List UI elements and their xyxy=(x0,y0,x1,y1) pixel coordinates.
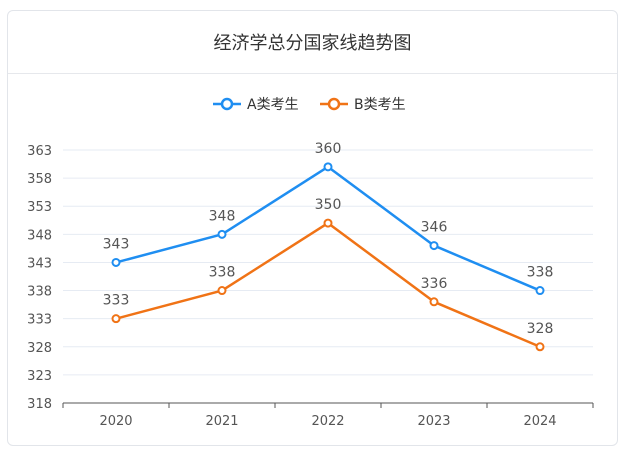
data-point[interactable] xyxy=(323,218,333,228)
data-label: 338 xyxy=(527,265,554,281)
data-point[interactable] xyxy=(111,314,121,324)
legend-marker xyxy=(220,97,234,111)
data-point[interactable] xyxy=(323,162,333,172)
data-point[interactable] xyxy=(217,229,227,239)
y-tick-label: 338 xyxy=(27,285,52,300)
y-tick-label: 353 xyxy=(27,200,52,215)
legend-marker xyxy=(327,97,341,111)
y-tick-label: 343 xyxy=(27,256,52,271)
data-label: 336 xyxy=(421,276,448,292)
y-tick-label: 358 xyxy=(27,172,52,187)
legend-label[interactable]: B类考生 xyxy=(354,97,406,113)
x-tick-label: 2024 xyxy=(523,414,556,429)
data-label: 360 xyxy=(315,141,342,157)
data-label: 348 xyxy=(209,208,236,224)
y-tick-label: 318 xyxy=(27,397,52,412)
data-point[interactable] xyxy=(217,286,227,296)
data-label: 350 xyxy=(315,197,342,213)
data-label: 343 xyxy=(103,236,130,252)
grid-lines xyxy=(63,149,593,376)
series-line xyxy=(115,221,541,348)
y-tick-label: 348 xyxy=(27,228,52,243)
x-axis: 2020 2021 2022 2023 2024 xyxy=(62,402,594,429)
data-point[interactable] xyxy=(429,241,439,251)
series-lines: 343 348 360 346 338 333 338 350 336 328 xyxy=(103,141,554,352)
data-label: 338 xyxy=(209,265,236,281)
data-point[interactable] xyxy=(535,286,545,296)
data-label: 346 xyxy=(421,220,448,236)
x-tick-label: 2023 xyxy=(417,414,450,429)
x-tick-label: 2021 xyxy=(205,414,238,429)
y-axis: 318 323 328 333 338 343 348 353 358 363 xyxy=(27,144,52,412)
y-tick-label: 333 xyxy=(27,313,52,328)
legend: A类考生 B类考生 xyxy=(213,97,406,113)
data-point[interactable] xyxy=(535,342,545,352)
legend-label[interactable]: A类考生 xyxy=(247,97,299,113)
y-tick-label: 363 xyxy=(27,144,52,159)
x-tick-label: 2020 xyxy=(99,414,132,429)
series-line xyxy=(115,165,541,292)
y-tick-label: 328 xyxy=(27,341,52,356)
data-point[interactable] xyxy=(429,297,439,307)
data-label: 333 xyxy=(103,293,130,309)
y-tick-label: 323 xyxy=(27,369,52,384)
chart-title: 经济学总分国家线趋势图 xyxy=(213,33,412,54)
x-tick-label: 2022 xyxy=(311,414,344,429)
chart-card: 经济学总分国家线趋势图 xyxy=(7,10,618,446)
chart-header: 经济学总分国家线趋势图 xyxy=(8,11,617,74)
data-point[interactable] xyxy=(111,257,121,267)
data-label: 328 xyxy=(527,321,554,337)
